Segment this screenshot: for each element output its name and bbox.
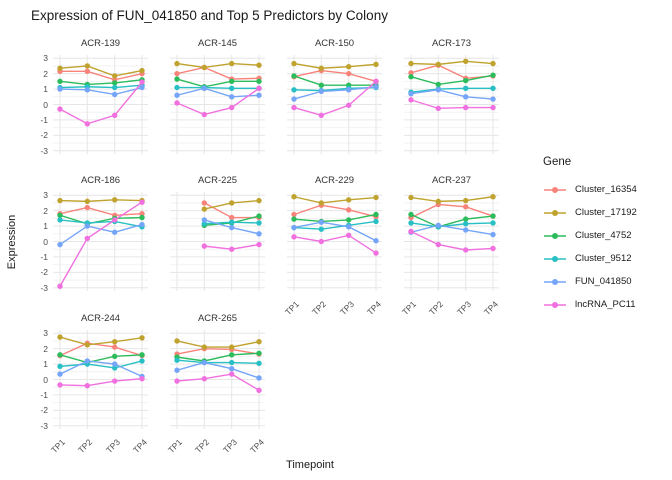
facet-strip-label: ACR-265	[197, 313, 238, 324]
legend-item-label: lncRNA_PC11	[575, 299, 636, 310]
facet-panel	[53, 192, 148, 291]
facet-panel	[170, 55, 265, 154]
legend-item: lncRNA_PC11	[543, 293, 637, 316]
facet-panel	[170, 330, 265, 429]
y-tick-label: 1	[43, 359, 48, 370]
y-tick-label: 2	[43, 343, 48, 354]
legend-items: Cluster_16354 Cluster_17192 Cluster_4752 Cl…	[543, 178, 637, 316]
facet-panel	[287, 55, 382, 154]
x-tick-label: TP3	[337, 299, 356, 318]
facet-ACR-229: ACR-229	[287, 175, 382, 293]
y-tick-label: -1	[40, 114, 48, 125]
legend-item-label: FUN_041850	[575, 276, 632, 287]
facet-ACR-186: ACR-186	[53, 175, 148, 293]
legend-item: Cluster_17192	[543, 201, 637, 224]
facet-strip-label: ACR-237	[431, 175, 472, 186]
facet-strip-label: ACR-150	[314, 38, 355, 49]
facet-panel	[404, 55, 499, 154]
legend-item-label: Cluster_4752	[575, 230, 632, 241]
facet-ACR-265: ACR-265	[170, 313, 265, 431]
facet-ACR-244: ACR-244	[53, 313, 148, 431]
y-tick-label: -3	[40, 145, 48, 156]
y-tick-label: -2	[40, 405, 48, 416]
y-tick-label: 3	[43, 190, 48, 201]
facet-panel	[287, 192, 382, 291]
x-tick-label: TP3	[103, 437, 122, 456]
y-tick-label: 0	[43, 99, 48, 110]
y-tick-label: 0	[43, 374, 48, 385]
y-tick-label: -2	[40, 267, 48, 278]
x-tick-label: TP4	[481, 299, 501, 318]
facet-ACR-150: ACR-150	[287, 38, 382, 156]
y-tick-label: 1	[43, 221, 48, 232]
y-tick-label: -1	[40, 389, 48, 400]
y-tick-label: -3	[40, 282, 48, 293]
legend-item: FUN_041850	[543, 270, 637, 293]
facet-ACR-139: ACR-139	[53, 38, 148, 156]
facet-strip-label: ACR-229	[314, 175, 355, 186]
facet-strip-label: ACR-225	[197, 175, 238, 186]
y-tick-label: -2	[40, 130, 48, 141]
facet-ACR-237: ACR-237	[404, 175, 499, 293]
facet-panel	[170, 192, 265, 291]
facet-panel	[53, 55, 148, 154]
x-tick-label: TP1	[282, 299, 302, 318]
legend: Gene Cluster_16354 Cluster_17192 Cluster_4…	[543, 156, 637, 316]
y-tick-label: 2	[43, 205, 48, 216]
facet-ACR-145: ACR-145	[170, 38, 265, 156]
chart-title: Expression of FUN_041850 and Top 5 Predi…	[31, 8, 388, 23]
x-tick-label: TP2	[76, 437, 95, 456]
y-tick-label: 1	[43, 84, 48, 95]
x-tick-label: TP1	[399, 299, 419, 318]
facet-panel	[53, 330, 148, 429]
facet-strip-label: ACR-186	[80, 175, 121, 186]
facet-strip-label: ACR-139	[80, 38, 121, 49]
x-tick-label: TP3	[454, 299, 473, 318]
y-tick-label: 0	[43, 236, 48, 247]
legend-item-label: Cluster_9512	[575, 253, 632, 264]
x-axis-title: Timepoint	[286, 459, 334, 471]
legend-item: Cluster_9512	[543, 247, 637, 270]
facet-panel	[404, 192, 499, 291]
facet-strip-label: ACR-244	[80, 313, 121, 324]
facet-strip-label: ACR-173	[431, 38, 472, 49]
x-tick-label: TP4	[364, 299, 384, 318]
y-axis-title: Expression	[6, 214, 18, 270]
legend-item: Cluster_4752	[543, 224, 637, 247]
legend-item-label: Cluster_16354	[575, 184, 637, 195]
legend-item-label: Cluster_17192	[575, 207, 637, 218]
y-tick-label: 3	[43, 53, 48, 64]
legend-key-icon	[544, 186, 566, 193]
legend-item: Cluster_16354	[543, 178, 637, 201]
facet-ACR-173: ACR-173	[404, 38, 499, 156]
x-tick-label: TP4	[130, 437, 150, 456]
x-tick-label: TP2	[310, 299, 329, 318]
x-tick-label: TP1	[48, 437, 68, 456]
legend-title: Gene	[543, 156, 572, 168]
legend-key-icon	[544, 232, 566, 239]
legend-key-icon	[544, 255, 566, 262]
legend-key-icon	[544, 278, 566, 285]
y-tick-label: 3	[43, 328, 48, 339]
facet-strip-label: ACR-145	[197, 38, 238, 49]
y-tick-label: -1	[40, 251, 48, 262]
facet-ACR-225: ACR-225	[170, 175, 265, 293]
x-tick-label: TP2	[427, 299, 446, 318]
legend-key-icon	[544, 301, 566, 308]
y-tick-label: 2	[43, 68, 48, 79]
y-tick-label: -3	[40, 420, 48, 431]
legend-key-icon	[544, 209, 566, 216]
